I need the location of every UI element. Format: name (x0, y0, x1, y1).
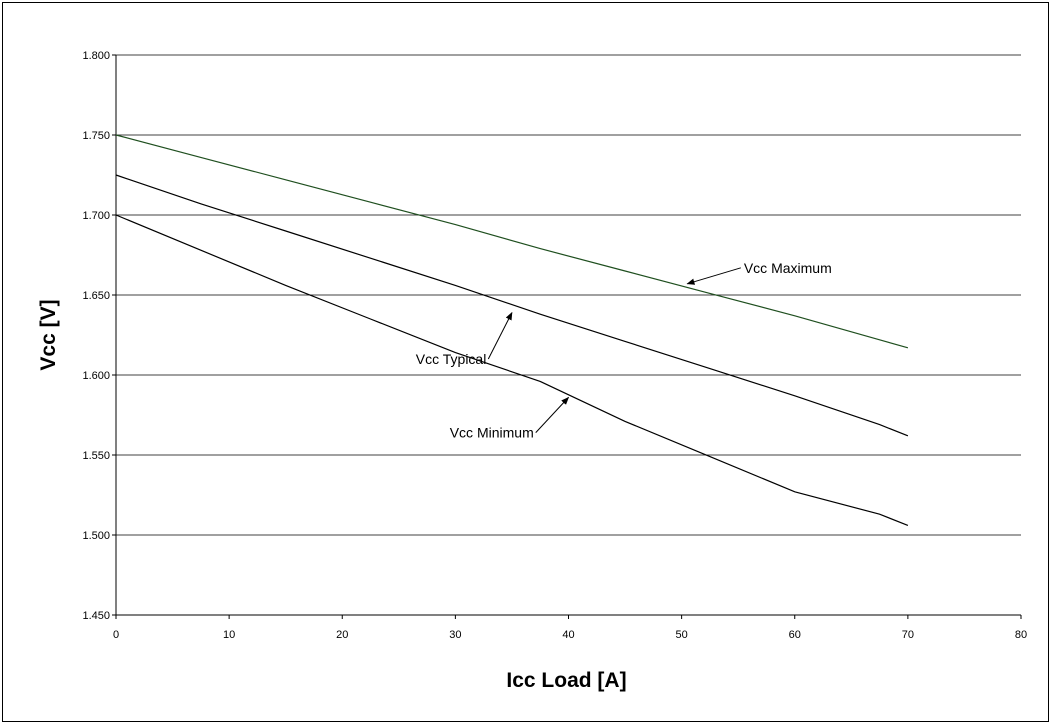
axes (112, 54, 1022, 619)
x-tick-label: 20 (336, 629, 348, 641)
series-lines (115, 134, 909, 526)
series-line-vcc-minimum (115, 214, 909, 526)
y-axis-title: Vcc [V] (37, 299, 60, 370)
annotation-arrow-vcc-maximum (686, 267, 741, 285)
y-tick-label: 1.550 (82, 450, 110, 462)
x-tick-label: 80 (1015, 629, 1027, 641)
gridlines (116, 54, 1021, 536)
y-tick-label: 1.800 (82, 50, 110, 62)
x-tick-label: 30 (449, 629, 461, 641)
annotation-vcc-maximum: Vcc Maximum (744, 260, 832, 276)
x-tick-label: 40 (562, 629, 574, 641)
annotation-vcc-minimum: Vcc Minimum (450, 425, 534, 441)
x-tick-label: 50 (676, 629, 688, 641)
x-tick-label: 0 (113, 629, 119, 641)
x-tick-label: 70 (902, 629, 914, 641)
x-tick-labels: 0 10 20 30 40 50 60 70 80 (113, 629, 1027, 641)
series-line-vcc-typical (115, 174, 909, 437)
y-tick-label: 1.600 (82, 370, 110, 382)
y-tick-label: 1.500 (82, 530, 110, 542)
y-tick-label: 1.750 (82, 130, 110, 142)
series-line-vcc-maximum (115, 134, 909, 349)
x-tick-label: 10 (223, 629, 235, 641)
x-tick-label: 60 (789, 629, 801, 641)
y-tick-labels: 1.450 1.500 1.550 1.600 1.650 1.700 1.750 1.800 (82, 50, 110, 622)
annotation-vcc-typical: Vcc Typical (416, 351, 487, 367)
x-axis-title: Icc Load [A] (506, 669, 626, 692)
annotation-arrow-vcc-typical (487, 311, 513, 360)
y-tick-label: 1.450 (82, 610, 110, 622)
y-tick-label: 1.700 (82, 210, 110, 222)
annotations: Vcc Maximum Vcc Typical Vcc Minimum (416, 260, 832, 441)
annotation-arrow-vcc-minimum (535, 396, 570, 433)
y-tick-label: 1.650 (82, 290, 110, 302)
